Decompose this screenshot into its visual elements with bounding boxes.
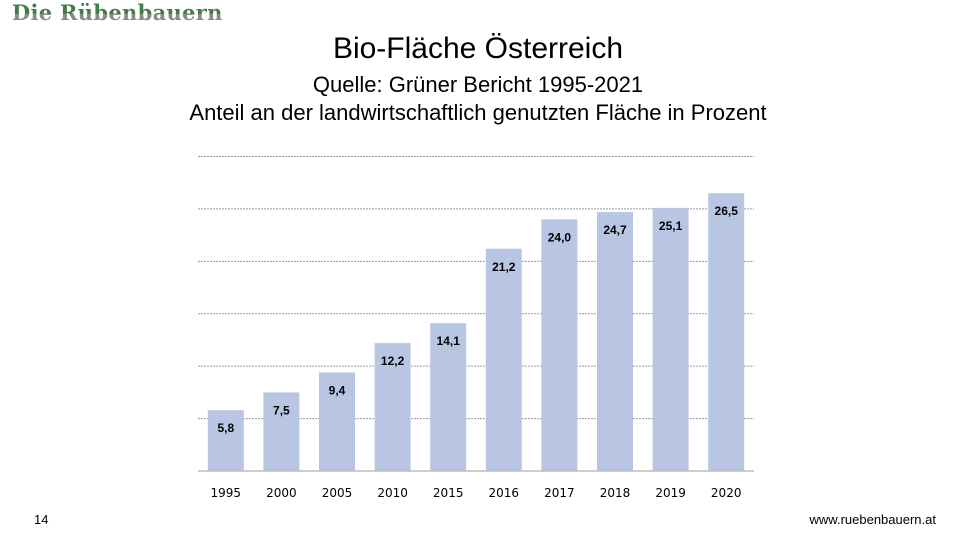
x-tick-label: 2010 [377,486,408,500]
chart-subtitle: Quelle: Grüner Bericht 1995-2021 [312,72,644,97]
chart-title: Bio-Fläche Österreich [332,32,624,65]
data-label: 26,5 [715,204,739,218]
data-label: 24,7 [603,223,627,237]
bar-2005 [319,372,355,471]
x-tick-label: 2020 [711,486,742,500]
bar-2015 [430,323,467,471]
data-label: 7,5 [273,403,290,417]
footer-url: www.ruebenbauern.at [809,512,936,527]
data-label: 25,1 [659,219,683,233]
bar-2000 [263,392,300,471]
data-label: 14,1 [437,334,461,348]
x-tick-label: 1995 [211,486,242,500]
x-tick-label: 2016 [489,486,520,500]
data-label: 5,8 [217,421,234,435]
logo: Die Rübenbauern [12,0,223,25]
bar-2017 [541,219,578,471]
x-tick-label: 2019 [655,486,686,500]
x-tick-label: 2000 [266,486,297,500]
chart-subtitle-2: Anteil an der landwirtschaftlich genutzt… [189,100,767,125]
bar-2018 [597,212,633,472]
bar-2010 [374,343,411,471]
slide-number: 14 [34,512,49,527]
data-label: 24,0 [548,230,572,244]
x-tick-label: 2005 [322,486,353,500]
data-label: 9,4 [329,383,346,397]
data-label: 12,2 [381,354,405,368]
data-label: 21,2 [492,260,516,274]
bar-2016 [485,248,522,471]
bar-2020 [708,193,745,472]
x-tick-label: 2015 [433,486,464,500]
bar-2019 [652,207,689,471]
x-tick-label: 2017 [544,486,575,500]
bar-1995 [207,410,244,471]
x-tick-label: 2018 [600,486,631,500]
